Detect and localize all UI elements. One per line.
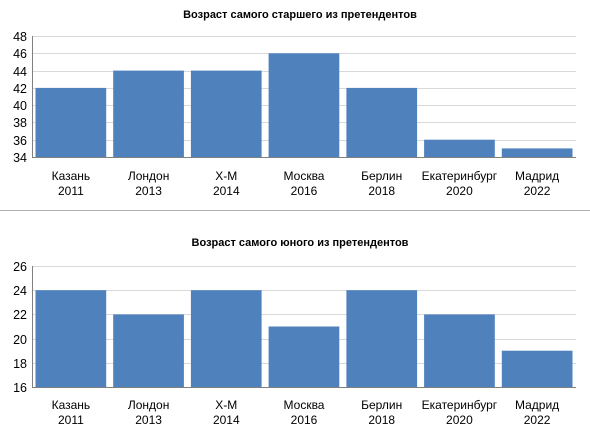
bar-5	[346, 87, 418, 157]
x-tick-label-year: 2014	[213, 184, 240, 198]
bar-7	[501, 148, 573, 157]
bar-3	[190, 290, 262, 387]
y-tick-label: 16	[13, 381, 27, 395]
bar-1	[35, 290, 107, 387]
y-tick-label: 38	[13, 116, 27, 130]
y-tick-label: 26	[13, 260, 27, 274]
x-tick-label-city: Мадрид	[515, 169, 559, 183]
y-tick-label: 48	[13, 30, 27, 44]
y-tick-label: 36	[13, 134, 27, 148]
x-tick-label-year: 2022	[524, 413, 551, 427]
x-tick-label-year: 2020	[446, 413, 473, 427]
y-tick-label: 20	[13, 333, 27, 347]
x-tick-label-year: 2011	[58, 184, 84, 198]
x-tick-label-city: Казань	[52, 398, 91, 412]
x-tick-label-city: Мадрид	[515, 398, 559, 412]
x-tick-label-year: 2011	[58, 413, 84, 427]
bar-6	[424, 139, 495, 157]
x-tick-label-year: 2013	[135, 184, 162, 198]
bar-7	[501, 350, 573, 387]
y-tick-label: 22	[13, 308, 27, 322]
x-tick-label-year: 2016	[291, 184, 318, 198]
bar-4	[268, 53, 340, 157]
bar-3	[190, 70, 262, 157]
x-tick-label-city: Москва	[284, 398, 325, 412]
y-tick-label: 24	[13, 284, 27, 298]
bar-6	[424, 314, 495, 387]
y-tick-label: 34	[13, 151, 27, 165]
oldest-contender-chart: Возраст самого старшего из претендентов …	[13, 9, 576, 198]
x-tick-label-city: Берлин	[361, 398, 402, 412]
bar-2	[113, 314, 184, 387]
x-tick-label-year: 2020	[446, 184, 473, 198]
bar-5	[346, 290, 418, 387]
bar-4	[268, 326, 340, 387]
x-tick-label-city: Екатеринбург	[422, 169, 498, 183]
y-tick-label: 40	[13, 99, 27, 113]
x-tick-label-city: Берлин	[361, 169, 402, 183]
x-tick-label-year: 2014	[213, 413, 240, 427]
x-tick-label-year: 2018	[368, 184, 395, 198]
bar-1	[35, 87, 107, 157]
x-tick-label-city: Екатеринбург	[422, 398, 498, 412]
y-tick-label: 18	[13, 357, 27, 371]
x-tick-label-year: 2013	[135, 413, 162, 427]
x-tick-label-year: 2018	[368, 413, 395, 427]
x-tick-label-city: Х-М	[215, 169, 237, 183]
youngest-contender-chart: Возраст самого юного из претендентов 16 1…	[13, 237, 576, 427]
x-tick-label-year: 2022	[524, 184, 551, 198]
x-tick-label-city: Казань	[52, 169, 91, 183]
chart-title: Возраст самого юного из претендентов	[192, 237, 409, 249]
x-tick-label-city: Х-М	[215, 398, 237, 412]
x-tick-label-year: 2016	[291, 413, 318, 427]
chart-title: Возраст самого старшего из претендентов	[183, 9, 417, 21]
y-tick-label: 44	[13, 65, 27, 79]
bar-2	[113, 70, 184, 157]
y-tick-label: 46	[13, 47, 27, 61]
y-tick-label: 42	[13, 82, 27, 96]
x-tick-label-city: Лондон	[128, 169, 169, 183]
x-tick-label-city: Лондон	[128, 398, 169, 412]
x-tick-label-city: Москва	[284, 169, 325, 183]
